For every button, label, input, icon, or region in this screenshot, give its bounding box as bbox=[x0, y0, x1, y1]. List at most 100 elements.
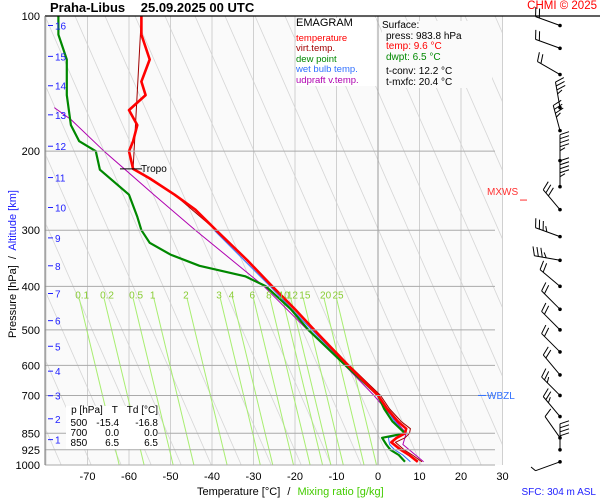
dry-adiabat bbox=[494, 16, 503, 35]
surface-info: Surface: press: 983.8 hPa temp: 9.6 °C d… bbox=[382, 20, 492, 88]
altitude-label: 7 bbox=[55, 290, 61, 301]
ylabel: Pressure [hPa] bbox=[7, 265, 19, 338]
barb-staff bbox=[535, 227, 561, 238]
dry-adiabat bbox=[45, 84, 212, 465]
x-tick-label: 10 bbox=[413, 471, 425, 483]
surface-press: press: 983.8 hPa bbox=[386, 30, 462, 42]
th-p: p [hPa] bbox=[71, 405, 103, 416]
barb-feather bbox=[559, 135, 570, 140]
barb-feather bbox=[542, 388, 549, 397]
barb-feather bbox=[555, 107, 564, 114]
barb-feather bbox=[546, 376, 550, 383]
cell: 500 bbox=[70, 418, 88, 429]
cell: 0.0 bbox=[144, 428, 158, 439]
mixing-ratio-line bbox=[323, 298, 365, 465]
barb-feather bbox=[559, 161, 570, 166]
barb-feather bbox=[552, 99, 562, 106]
mixing-ratio-line bbox=[232, 298, 274, 465]
wind-barb bbox=[542, 346, 562, 377]
y-tick-label: 1000 bbox=[16, 460, 40, 472]
cell: 6.5 bbox=[105, 438, 120, 449]
y-tick-label: 500 bbox=[22, 325, 40, 337]
wind-barb bbox=[552, 99, 564, 133]
mixing-ratio-line bbox=[269, 298, 311, 465]
wind-barb bbox=[535, 7, 562, 28]
th-t: T bbox=[111, 405, 118, 416]
barb-feather bbox=[541, 282, 547, 292]
barb-feather bbox=[536, 52, 540, 62]
wind-barb bbox=[554, 77, 566, 110]
barb-feather bbox=[559, 432, 570, 437]
legend-dew-point: dew point bbox=[296, 53, 337, 65]
wbzl-label: WBZL bbox=[487, 391, 515, 402]
mixing-ratio-label: 0.2 bbox=[100, 290, 114, 301]
wind-barb bbox=[541, 324, 562, 354]
barb-staff bbox=[534, 255, 561, 261]
xlabel: Temperature [°C] bbox=[197, 486, 281, 498]
altitude-label: 8 bbox=[55, 262, 61, 273]
cell: 850 bbox=[70, 438, 88, 449]
legend-title: EMAGRAM bbox=[296, 17, 353, 29]
barb-feather bbox=[559, 424, 570, 429]
dry-adiabat bbox=[74, 16, 272, 465]
station-name: Praha-Libus bbox=[50, 0, 126, 15]
barb-feather bbox=[543, 252, 547, 259]
y-tick-label: 850 bbox=[22, 428, 40, 440]
barb-feather bbox=[530, 466, 536, 472]
dry-adiabat bbox=[164, 16, 362, 465]
barb-staff bbox=[535, 16, 561, 26]
mixing-ratio-line bbox=[132, 298, 174, 465]
barb-feather bbox=[545, 184, 552, 194]
altitude-label: 5 bbox=[55, 342, 61, 353]
mxws-label: MXWS bbox=[487, 187, 519, 198]
mixing-ratio-line bbox=[153, 298, 195, 465]
mixing-ratio-label: 25 bbox=[333, 290, 345, 301]
barb-feather bbox=[545, 226, 548, 232]
x-tick-label: -40 bbox=[204, 471, 220, 483]
cell: -15.4 bbox=[96, 418, 120, 429]
series-dew-point bbox=[57, 16, 407, 463]
copyright: CHMI © 2025 bbox=[527, 0, 597, 12]
barb-staff bbox=[542, 354, 561, 376]
wind-barb bbox=[558, 131, 570, 163]
mixing-ratio-label: 1 bbox=[150, 290, 156, 301]
barb-staff bbox=[552, 105, 561, 131]
barb-staff bbox=[541, 290, 561, 310]
cell: 6.5 bbox=[144, 438, 158, 449]
x-tick-label: -20 bbox=[287, 471, 303, 483]
cell: -16.8 bbox=[135, 418, 158, 429]
barb-feather bbox=[548, 187, 554, 197]
mixing-ratio-label: 8 bbox=[266, 290, 272, 301]
dry-adiabat bbox=[134, 16, 332, 465]
datetime: 25.09.2025 00 UTC bbox=[140, 0, 255, 15]
legend-virt-temp: virt.temp. bbox=[296, 43, 336, 54]
x-tick-label: 0 bbox=[375, 471, 381, 483]
altitude-label: 6 bbox=[55, 317, 61, 328]
level-table: p [hPa] T Td [°C] 500 -15.4 -16.8 700 0.… bbox=[66, 406, 158, 449]
altitude-label: 13 bbox=[55, 111, 67, 122]
surface-tconv: t-conv: 12.2 °C bbox=[386, 66, 453, 77]
surface-tmxfc: t-mxfc: 20.4 °C bbox=[386, 76, 453, 88]
barb-feather bbox=[544, 408, 552, 417]
barb-feather bbox=[542, 263, 548, 273]
wind-barb bbox=[535, 29, 562, 51]
altitude-label: 2 bbox=[55, 415, 61, 426]
plot-area bbox=[45, 16, 503, 465]
wind-barb bbox=[532, 246, 562, 263]
mixing-ratio-label: 4 bbox=[229, 290, 235, 301]
x-tick-label: -70 bbox=[80, 471, 96, 483]
barb-staff bbox=[541, 376, 561, 396]
y-axis-title: Pressure [hPa] / Altitude [km] bbox=[7, 189, 19, 339]
tropo-label: Tropo bbox=[141, 164, 167, 175]
mixing-ratio-label: 12 bbox=[287, 290, 299, 301]
series-temperature bbox=[127, 16, 419, 463]
barb-staff bbox=[544, 416, 561, 439]
barb-staff bbox=[554, 81, 561, 108]
barb-feather bbox=[559, 131, 570, 136]
wind-barb bbox=[558, 157, 570, 189]
barb-feather bbox=[559, 428, 570, 433]
barb-feather bbox=[540, 247, 543, 258]
series-udpraft-v-temp bbox=[54, 107, 424, 463]
barb-feather bbox=[555, 81, 565, 87]
